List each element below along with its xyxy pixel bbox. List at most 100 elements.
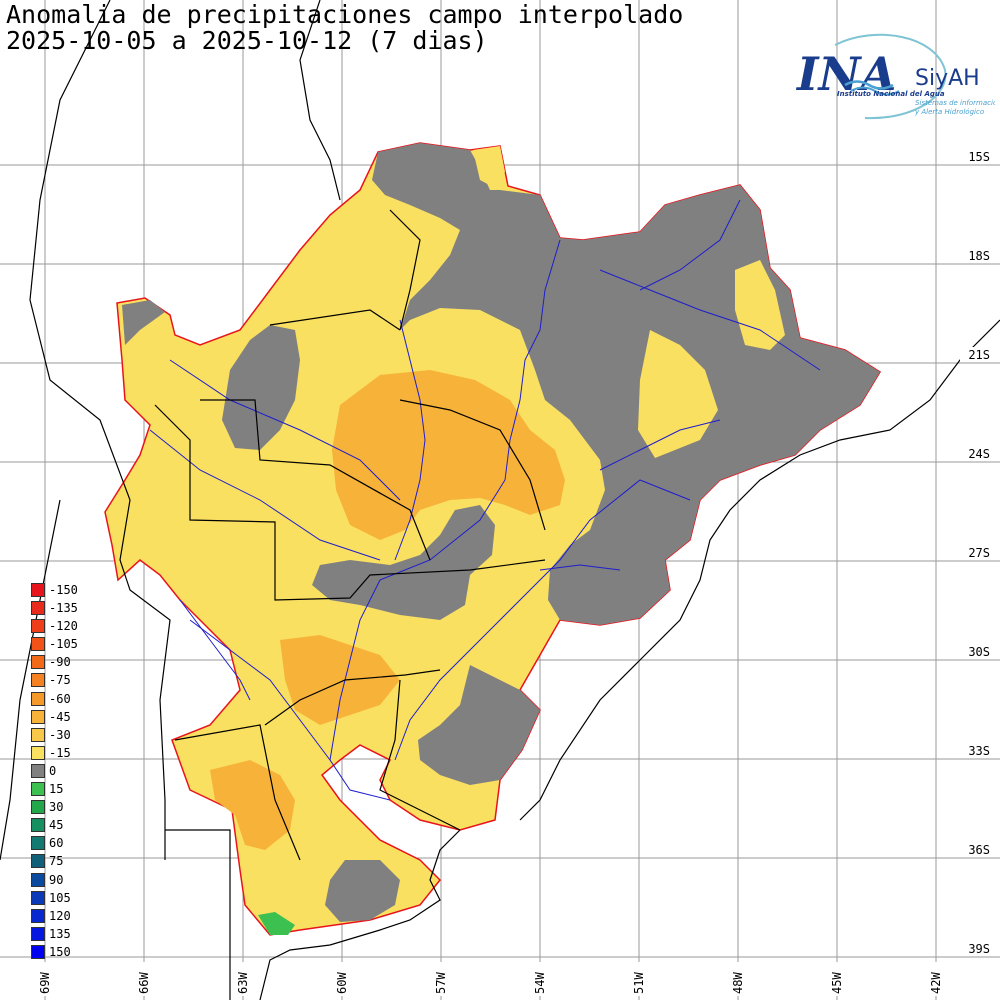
river-bermejo [149, 429, 381, 561]
anomaly-zone-grey-south [325, 860, 400, 922]
river-parana [329, 239, 561, 801]
longitude-label-bg [137, 962, 151, 996]
legend-swatch [31, 655, 45, 670]
border-provinces-north [154, 404, 546, 601]
legend-entry: 60 [31, 835, 111, 853]
latitude-label: 21S [968, 348, 990, 362]
legend-swatch [31, 800, 45, 815]
river-desaguadero [179, 599, 251, 701]
legend-swatch [31, 818, 45, 833]
latitude-label-bg [960, 941, 996, 955]
border-argentina-paraguay [200, 399, 431, 561]
legend-entry: -135 [31, 600, 111, 618]
legend-swatch [31, 890, 45, 905]
legend-label: -75 [49, 673, 71, 688]
legend-entry: 150 [31, 944, 111, 962]
legend-label: 75 [49, 854, 64, 869]
river-paraguay [394, 319, 426, 561]
legend-label: 105 [49, 890, 71, 905]
border-province-la-pampa [165, 829, 231, 1000]
logo-graphic: INA SiyAH Instituto Nacional del Agua Si… [795, 33, 1000, 120]
longitude-label-bg [38, 962, 52, 996]
legend-entry: -90 [31, 654, 111, 672]
border-uruguay [379, 679, 461, 831]
legend-entry: 45 [31, 817, 111, 835]
logo-line-3: y Alerta Hidrológico [914, 108, 984, 116]
legend-label: 60 [49, 836, 64, 851]
latitude-label-bg [960, 248, 996, 262]
river-uruguay [394, 479, 691, 761]
legend-entry: 30 [31, 799, 111, 817]
border-bolivia-brazil [389, 209, 421, 331]
legend-label: 120 [49, 908, 71, 923]
anomaly-zone-grey-northwest [122, 300, 165, 345]
latitude-label-bg [960, 347, 996, 361]
longitude-label: 60W [335, 972, 349, 994]
longitude-label: 42W [929, 972, 943, 994]
legend-entry: -120 [31, 618, 111, 636]
legend-label: 90 [49, 872, 64, 887]
latitude-label: 18S [968, 249, 990, 263]
anomaly-zone-grey-southeast [418, 665, 540, 785]
latitude-label-bg [960, 842, 996, 856]
legend-label: -135 [49, 601, 78, 616]
legend-label: -45 [49, 709, 71, 724]
legend-entry: 75 [31, 853, 111, 871]
longitude-label-bg [632, 962, 646, 996]
legend-label: -105 [49, 637, 78, 652]
anomaly-zone-orange-southwest [210, 760, 295, 850]
legend-swatch [31, 872, 45, 887]
river-pilcomayo [169, 359, 401, 501]
legend-entry: -105 [31, 636, 111, 654]
anomaly-zone-orange-south [280, 635, 400, 725]
legend-swatch [31, 854, 45, 869]
latitude-label: 33S [968, 744, 990, 758]
anomaly-zone-grey-central [312, 505, 495, 620]
latitude-label-bg [960, 446, 996, 460]
anomaly-zone-grey-west [222, 325, 300, 450]
legend-label: -90 [49, 655, 71, 670]
legend-swatch [31, 709, 45, 724]
legend-entry: -30 [31, 727, 111, 745]
legend-entry: 120 [31, 908, 111, 926]
border-peru-bolivia [299, 0, 341, 201]
legend-swatch [31, 673, 45, 688]
ina-siyah-logo: INA SiyAH Instituto Nacional del Agua Si… [795, 30, 1000, 130]
legend-swatch [31, 727, 45, 742]
legend-label: 15 [49, 782, 64, 797]
border-argentina-chile [29, 0, 171, 860]
coastline-rio-de-la-plata [259, 829, 461, 1000]
border-andes-west [0, 499, 61, 861]
river-paranaiba [639, 199, 741, 291]
legend-label: 135 [49, 926, 71, 941]
anomaly-zone-yellow-northeast [735, 260, 785, 350]
legend-label: -15 [49, 745, 71, 760]
longitude-labels: 69W 66W 63W 60W 57W 54W 51W 48W 45W 42W [38, 962, 943, 996]
color-legend: -150 -135 -120 -105 -90 -75 -60 -45 -30 -15 0 15 30 4… [31, 582, 111, 962]
border-provinces-south [264, 669, 441, 726]
logo-mark: INA [795, 47, 896, 101]
longitude-label: 51W [632, 972, 646, 994]
legend-entry: -150 [31, 582, 111, 600]
legend-entry: 15 [31, 781, 111, 799]
basin-anomaly-field [104, 142, 882, 936]
latitude-label-bg [960, 743, 996, 757]
legend-swatch [31, 745, 45, 760]
legend-swatch [31, 691, 45, 706]
latitude-label-bg [960, 545, 996, 559]
anomaly-zone-orange-center [332, 370, 565, 540]
border-province-buenos-aires [174, 724, 301, 861]
legend-swatch [31, 601, 45, 616]
legend-label: 45 [49, 818, 64, 833]
river-tiete [599, 419, 721, 471]
anomaly-zone-green-south [258, 912, 295, 935]
legend-entry: 0 [31, 763, 111, 781]
map-subtitle: 2025-10-05 a 2025-10-12 (7 dias) [6, 26, 488, 55]
river-grande [599, 269, 821, 371]
legend-swatch [31, 782, 45, 797]
latitude-label: 36S [968, 843, 990, 857]
legend-label: -30 [49, 727, 71, 742]
longitude-label: 45W [830, 972, 844, 994]
